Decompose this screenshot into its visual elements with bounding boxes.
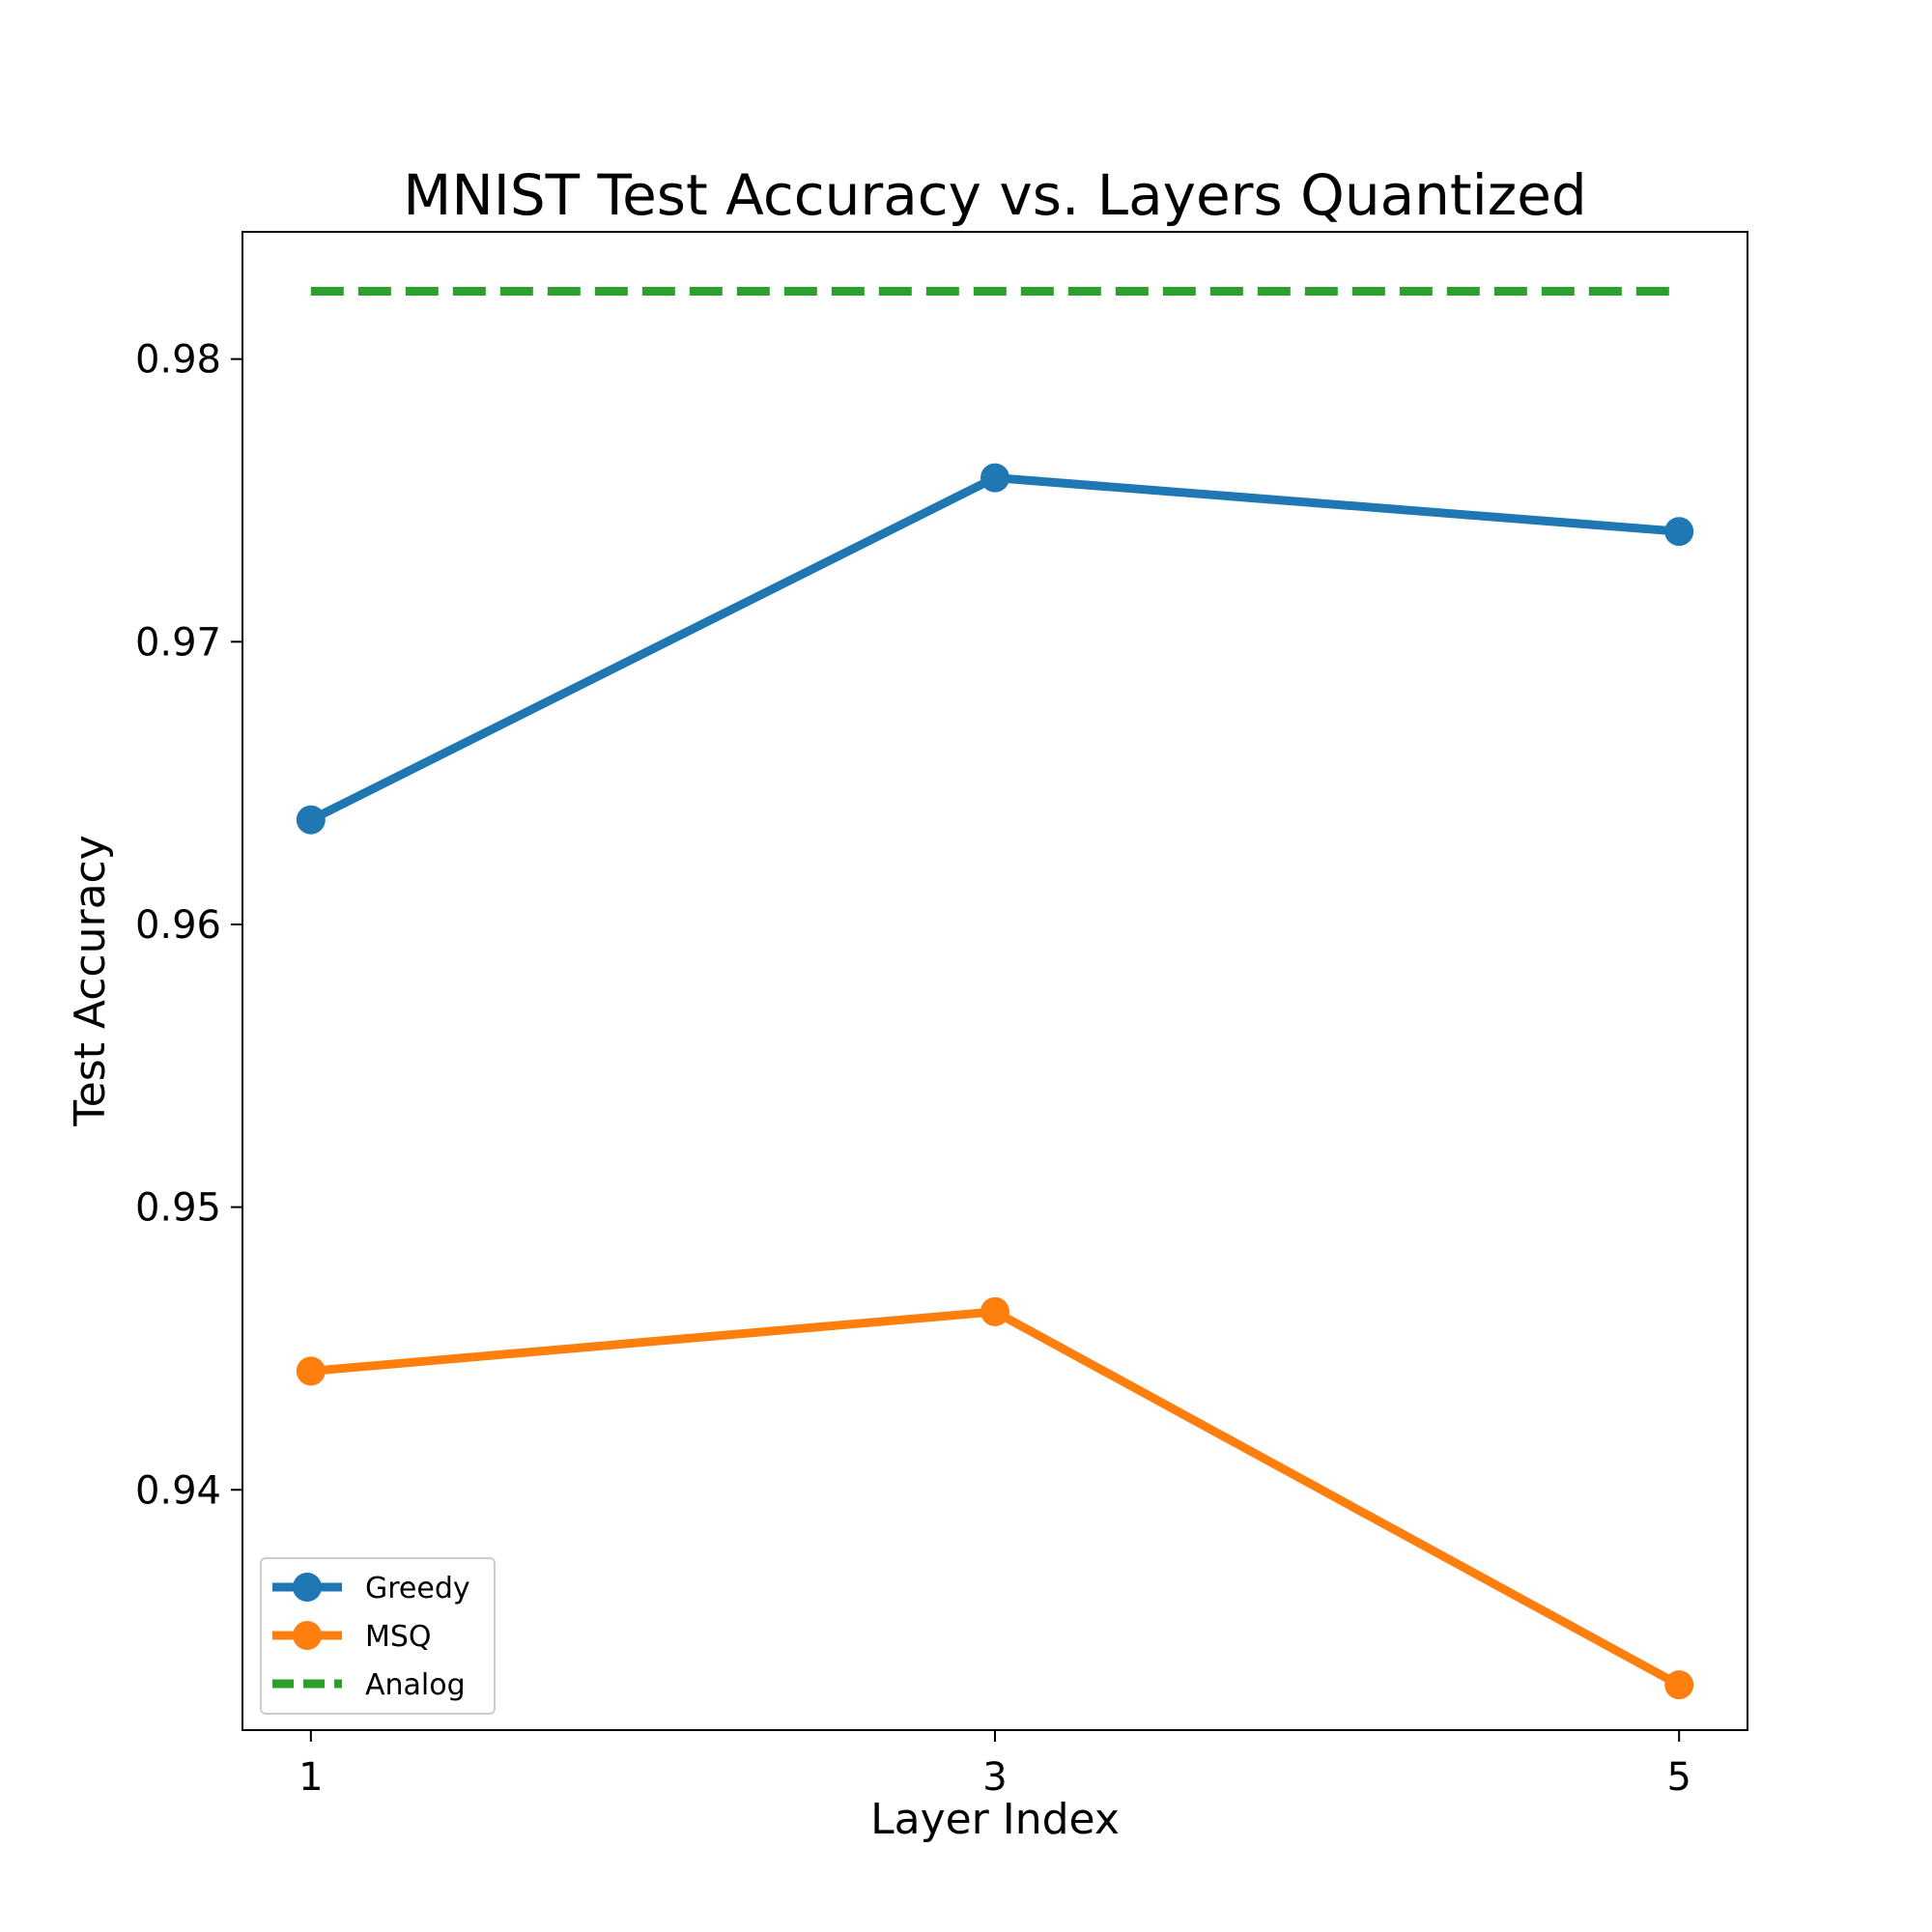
legend-marker-msq xyxy=(293,1621,322,1650)
y-tick-label: 0.98 xyxy=(135,338,221,383)
data-point-greedy xyxy=(296,805,326,835)
data-point-greedy xyxy=(980,463,1009,493)
chart-title: MNIST Test Accuracy vs. Layers Quantized xyxy=(403,162,1586,228)
legend-label-analog: Analog xyxy=(365,1668,466,1702)
y-axis-label: Test Accuracy xyxy=(66,835,115,1127)
data-point-msq xyxy=(296,1356,326,1386)
legend-label-greedy: Greedy xyxy=(365,1572,470,1605)
x-tick-label: 3 xyxy=(982,1755,1007,1800)
y-tick-label: 0.95 xyxy=(135,1186,221,1231)
data-point-msq xyxy=(980,1296,1009,1326)
legend-marker-greedy xyxy=(293,1573,322,1602)
legend: Greedy MSQ Analog xyxy=(260,1557,496,1715)
y-tick-label: 0.94 xyxy=(135,1468,221,1513)
y-tick-label: 0.97 xyxy=(135,620,221,665)
legend-label-msq: MSQ xyxy=(365,1620,432,1654)
plot-area: 1 3 5 0.94 0.95 0.96 0.97 0.98 xyxy=(135,231,1748,1800)
y-tick-label: 0.96 xyxy=(135,903,221,948)
x-axis-label: Layer Index xyxy=(870,1795,1120,1844)
legend-box xyxy=(260,1557,496,1715)
x-tick-label: 5 xyxy=(1666,1755,1690,1800)
x-tick-label: 1 xyxy=(298,1755,323,1800)
data-point-greedy xyxy=(1664,517,1694,547)
data-point-msq xyxy=(1664,1670,1694,1700)
